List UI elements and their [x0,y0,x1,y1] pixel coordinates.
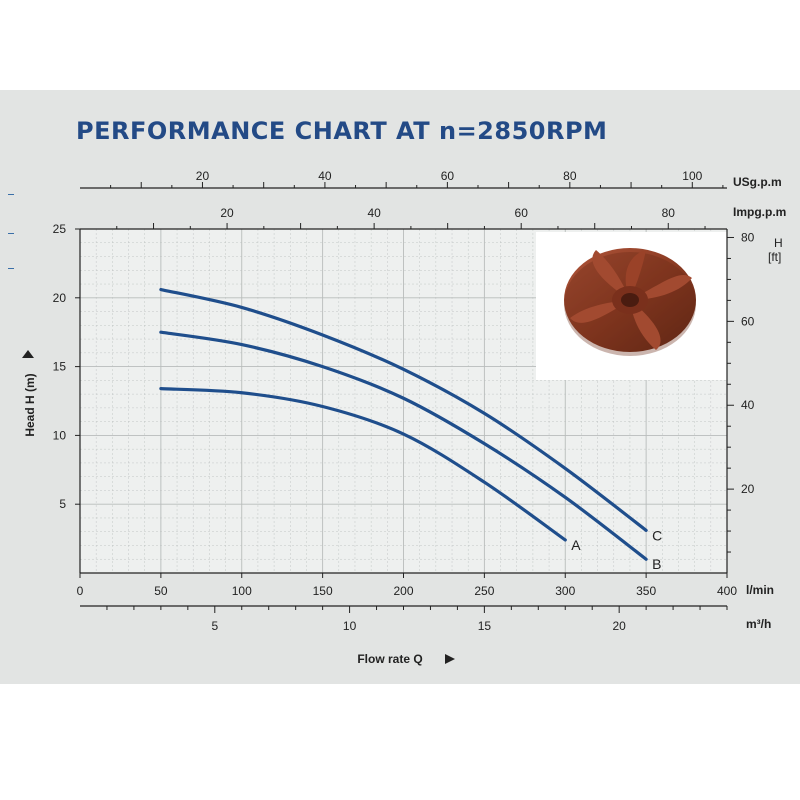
y-tick-label: 25 [53,222,67,236]
series: A BC [159,287,662,572]
usgpm-unit: USg.p.m [733,175,782,189]
y-tick-label: 5 [59,497,66,511]
side-marker [8,233,14,234]
usgpm-tick-label: 60 [441,169,455,183]
curve-C [159,287,648,532]
chart-title: PERFORMANCE CHART AT n=2850RPM [76,117,608,145]
m3h-tick-label: 10 [343,619,357,633]
ft-tick-label: 40 [741,398,755,412]
x-tick-label: 50 [154,584,168,598]
x-tick-label: 350 [636,584,656,598]
x-tick-label: 250 [474,584,494,598]
y-tick-label: 15 [53,360,67,374]
m3h-tick-label: 5 [211,619,218,633]
ft-unit-ft: [ft] [768,250,781,264]
x-tick-label: 400 [717,584,737,598]
y-axis-title: Head H (m) [23,373,37,436]
x-axis-title: Flow rate Q [357,652,422,666]
m3h-tick-label: 15 [478,619,492,633]
ft-tick-label: 60 [741,314,755,328]
side-marker [8,194,14,195]
curve-B [159,330,648,561]
usgpm-tick-label: 80 [563,169,577,183]
impgpm-tick-label: 80 [662,206,676,220]
usgpm-tick-label: 40 [318,169,332,183]
m3h-unit: m³/h [746,617,771,631]
usgpm-tick-label: 20 [196,169,210,183]
y-axis-arrow-icon [22,350,34,358]
impgpm-tick-label: 20 [220,206,234,220]
curve-label-B: B [652,556,661,572]
x-tick-label: 200 [393,584,413,598]
side-marker [8,268,14,269]
usgpm-tick-label: 100 [682,169,702,183]
impgpm-tick-label: 60 [515,206,529,220]
y-tick-label: 10 [53,428,67,442]
x-axis-arrow-icon [445,654,455,664]
ft-tick-label: 20 [741,482,755,496]
impgpm-unit: Impg.p.m [733,205,786,219]
x-tick-label: 100 [232,584,252,598]
lmin-unit: l/min [746,583,774,597]
ft-unit-h: H [774,236,783,250]
curve-A [159,387,567,542]
x-tick-label: 0 [77,584,84,598]
x-tick-label: 300 [555,584,575,598]
y-tick-label: 20 [53,291,67,305]
ft-tick-label: 80 [741,230,755,244]
curve-label-A: A [571,537,581,553]
m3h-tick-label: 20 [612,619,626,633]
impgpm-tick-label: 40 [367,206,381,220]
impeller-photo [536,232,727,380]
curve-label-C: C [652,527,662,543]
x-tick-label: 150 [313,584,333,598]
